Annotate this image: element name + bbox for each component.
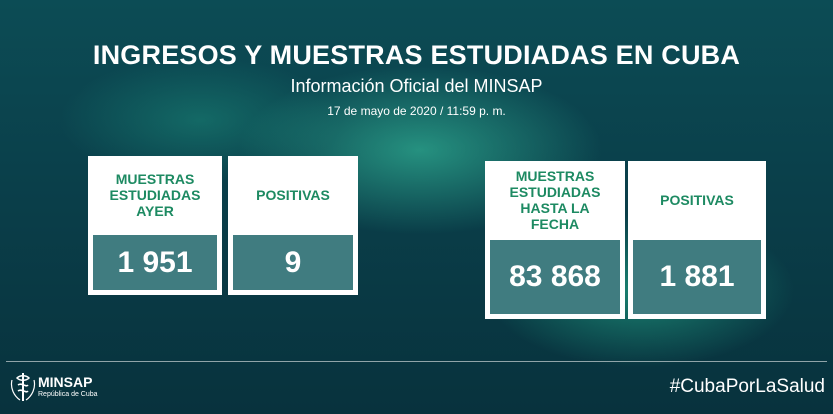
logo-name: MINSAP (38, 374, 93, 390)
card-label: MUESTRAS ESTUDIADAS AYER (109, 171, 201, 219)
card-label: POSITIVAS (660, 192, 734, 208)
report-date: 17 de mayo de 2020 / 11:59 p. m. (327, 104, 506, 118)
card-value: 1 951 (92, 234, 218, 291)
card-muestras-ayer: MUESTRAS ESTUDIADAS AYER 1 951 (88, 156, 222, 295)
card-label: MUESTRAS ESTUDIADAS HASTA LA FECHA (509, 168, 601, 232)
card-label: POSITIVAS (256, 187, 330, 203)
card-value: 9 (232, 234, 354, 291)
footer-divider (6, 361, 827, 362)
minsap-emblem-icon (10, 373, 36, 401)
card-positivas-total: POSITIVAS 1 881 (628, 161, 766, 319)
logo-subtitle: República de Cuba (38, 391, 98, 398)
page-title: INGRESOS Y MUESTRAS ESTUDIADAS EN CUBA (92, 40, 741, 70)
page-subtitle: Información Oficial del MINSAP (290, 76, 543, 96)
hashtag: #CubaPorLaSalud (669, 376, 825, 397)
card-positivas-ayer: POSITIVAS 9 (228, 156, 358, 295)
card-muestras-total: MUESTRAS ESTUDIADAS HASTA LA FECHA 83 86… (485, 161, 625, 319)
card-value: 1 881 (632, 239, 762, 315)
card-value: 83 868 (489, 239, 621, 315)
